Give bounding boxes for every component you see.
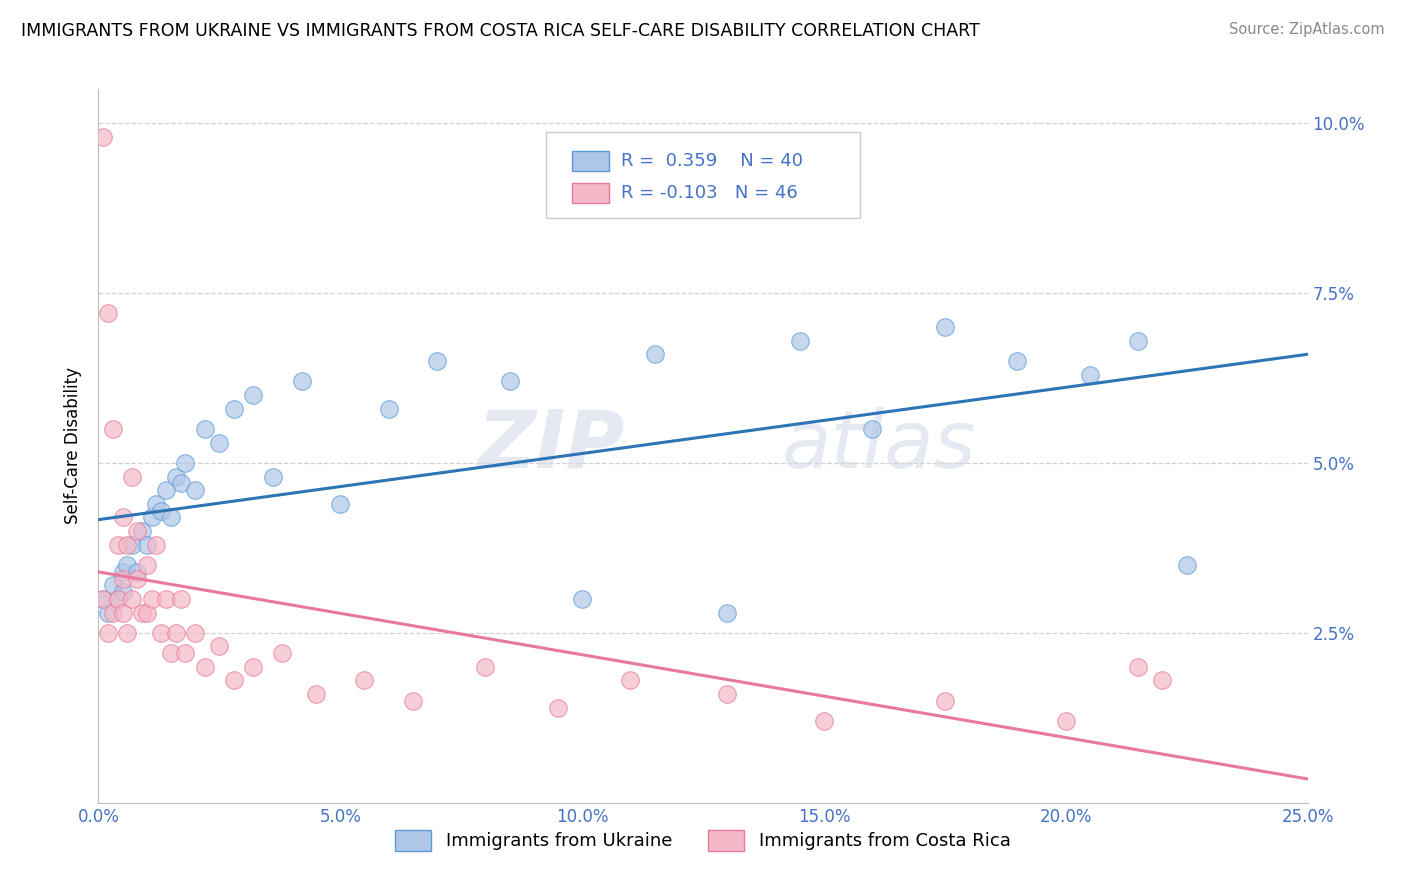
Point — [271, 646, 294, 660]
Point — [121, 537, 143, 551]
Point — [121, 469, 143, 483]
Point — [91, 591, 114, 606]
Point — [329, 497, 352, 511]
Point — [169, 591, 191, 606]
Point — [131, 606, 153, 620]
Point — [1007, 354, 1029, 368]
Point — [789, 334, 811, 348]
Point — [101, 578, 124, 592]
Point — [242, 388, 264, 402]
Point — [474, 660, 496, 674]
Point — [160, 646, 183, 660]
Text: Source: ZipAtlas.com: Source: ZipAtlas.com — [1229, 22, 1385, 37]
Point — [127, 572, 149, 586]
Point — [135, 606, 157, 620]
Point — [117, 626, 139, 640]
Point — [242, 660, 264, 674]
Point — [107, 591, 129, 606]
Point — [101, 422, 124, 436]
Point — [813, 714, 835, 729]
Point — [208, 640, 231, 654]
Point — [426, 354, 449, 368]
FancyBboxPatch shape — [572, 151, 609, 170]
Point — [160, 510, 183, 524]
Point — [377, 401, 399, 416]
Point — [184, 483, 207, 498]
Text: ZIP: ZIP — [477, 407, 624, 485]
Point — [1152, 673, 1174, 688]
Point — [107, 591, 129, 606]
Point — [117, 537, 139, 551]
Point — [860, 422, 883, 436]
Point — [934, 694, 956, 708]
Point — [97, 606, 120, 620]
Point — [111, 585, 134, 599]
Point — [305, 687, 328, 701]
Point — [716, 606, 738, 620]
Point — [402, 694, 425, 708]
Point — [111, 565, 134, 579]
Point — [716, 687, 738, 701]
Point — [155, 483, 177, 498]
Point — [644, 347, 666, 361]
Point — [547, 700, 569, 714]
Point — [1128, 334, 1150, 348]
Point — [222, 673, 245, 688]
Point — [97, 626, 120, 640]
Point — [127, 565, 149, 579]
Point — [107, 537, 129, 551]
Point — [934, 320, 956, 334]
Y-axis label: Self-Care Disability: Self-Care Disability — [65, 368, 83, 524]
FancyBboxPatch shape — [546, 132, 860, 218]
Point — [111, 572, 134, 586]
Point — [194, 660, 217, 674]
Point — [194, 422, 217, 436]
Point — [91, 129, 114, 144]
Point — [184, 626, 207, 640]
Point — [111, 510, 134, 524]
Point — [111, 606, 134, 620]
Legend: Immigrants from Ukraine, Immigrants from Costa Rica: Immigrants from Ukraine, Immigrants from… — [388, 822, 1018, 858]
Point — [174, 456, 197, 470]
Point — [150, 503, 173, 517]
Text: R =  0.359    N = 40: R = 0.359 N = 40 — [621, 152, 803, 169]
Point — [101, 606, 124, 620]
Point — [619, 673, 641, 688]
Point — [141, 591, 163, 606]
Point — [290, 375, 312, 389]
Text: IMMIGRANTS FROM UKRAINE VS IMMIGRANTS FROM COSTA RICA SELF-CARE DISABILITY CORRE: IMMIGRANTS FROM UKRAINE VS IMMIGRANTS FR… — [21, 22, 980, 40]
Point — [127, 524, 149, 538]
Point — [141, 510, 163, 524]
Point — [498, 375, 520, 389]
Point — [1128, 660, 1150, 674]
FancyBboxPatch shape — [572, 184, 609, 203]
Point — [145, 537, 167, 551]
Text: R = -0.103   N = 46: R = -0.103 N = 46 — [621, 185, 797, 202]
Point — [150, 626, 173, 640]
Point — [155, 591, 177, 606]
Point — [1054, 714, 1077, 729]
Point — [91, 591, 114, 606]
Point — [97, 306, 120, 320]
Point — [262, 469, 284, 483]
Point — [117, 558, 139, 572]
Text: atlas: atlas — [782, 407, 976, 485]
Point — [165, 626, 187, 640]
Point — [353, 673, 375, 688]
Point — [131, 524, 153, 538]
Point — [145, 497, 167, 511]
Point — [222, 401, 245, 416]
Point — [1175, 558, 1198, 572]
Point — [208, 435, 231, 450]
Point — [169, 476, 191, 491]
Point — [135, 558, 157, 572]
Point — [1078, 368, 1101, 382]
Point — [121, 591, 143, 606]
Point — [165, 469, 187, 483]
Point — [135, 537, 157, 551]
Point — [571, 591, 593, 606]
Point — [174, 646, 197, 660]
